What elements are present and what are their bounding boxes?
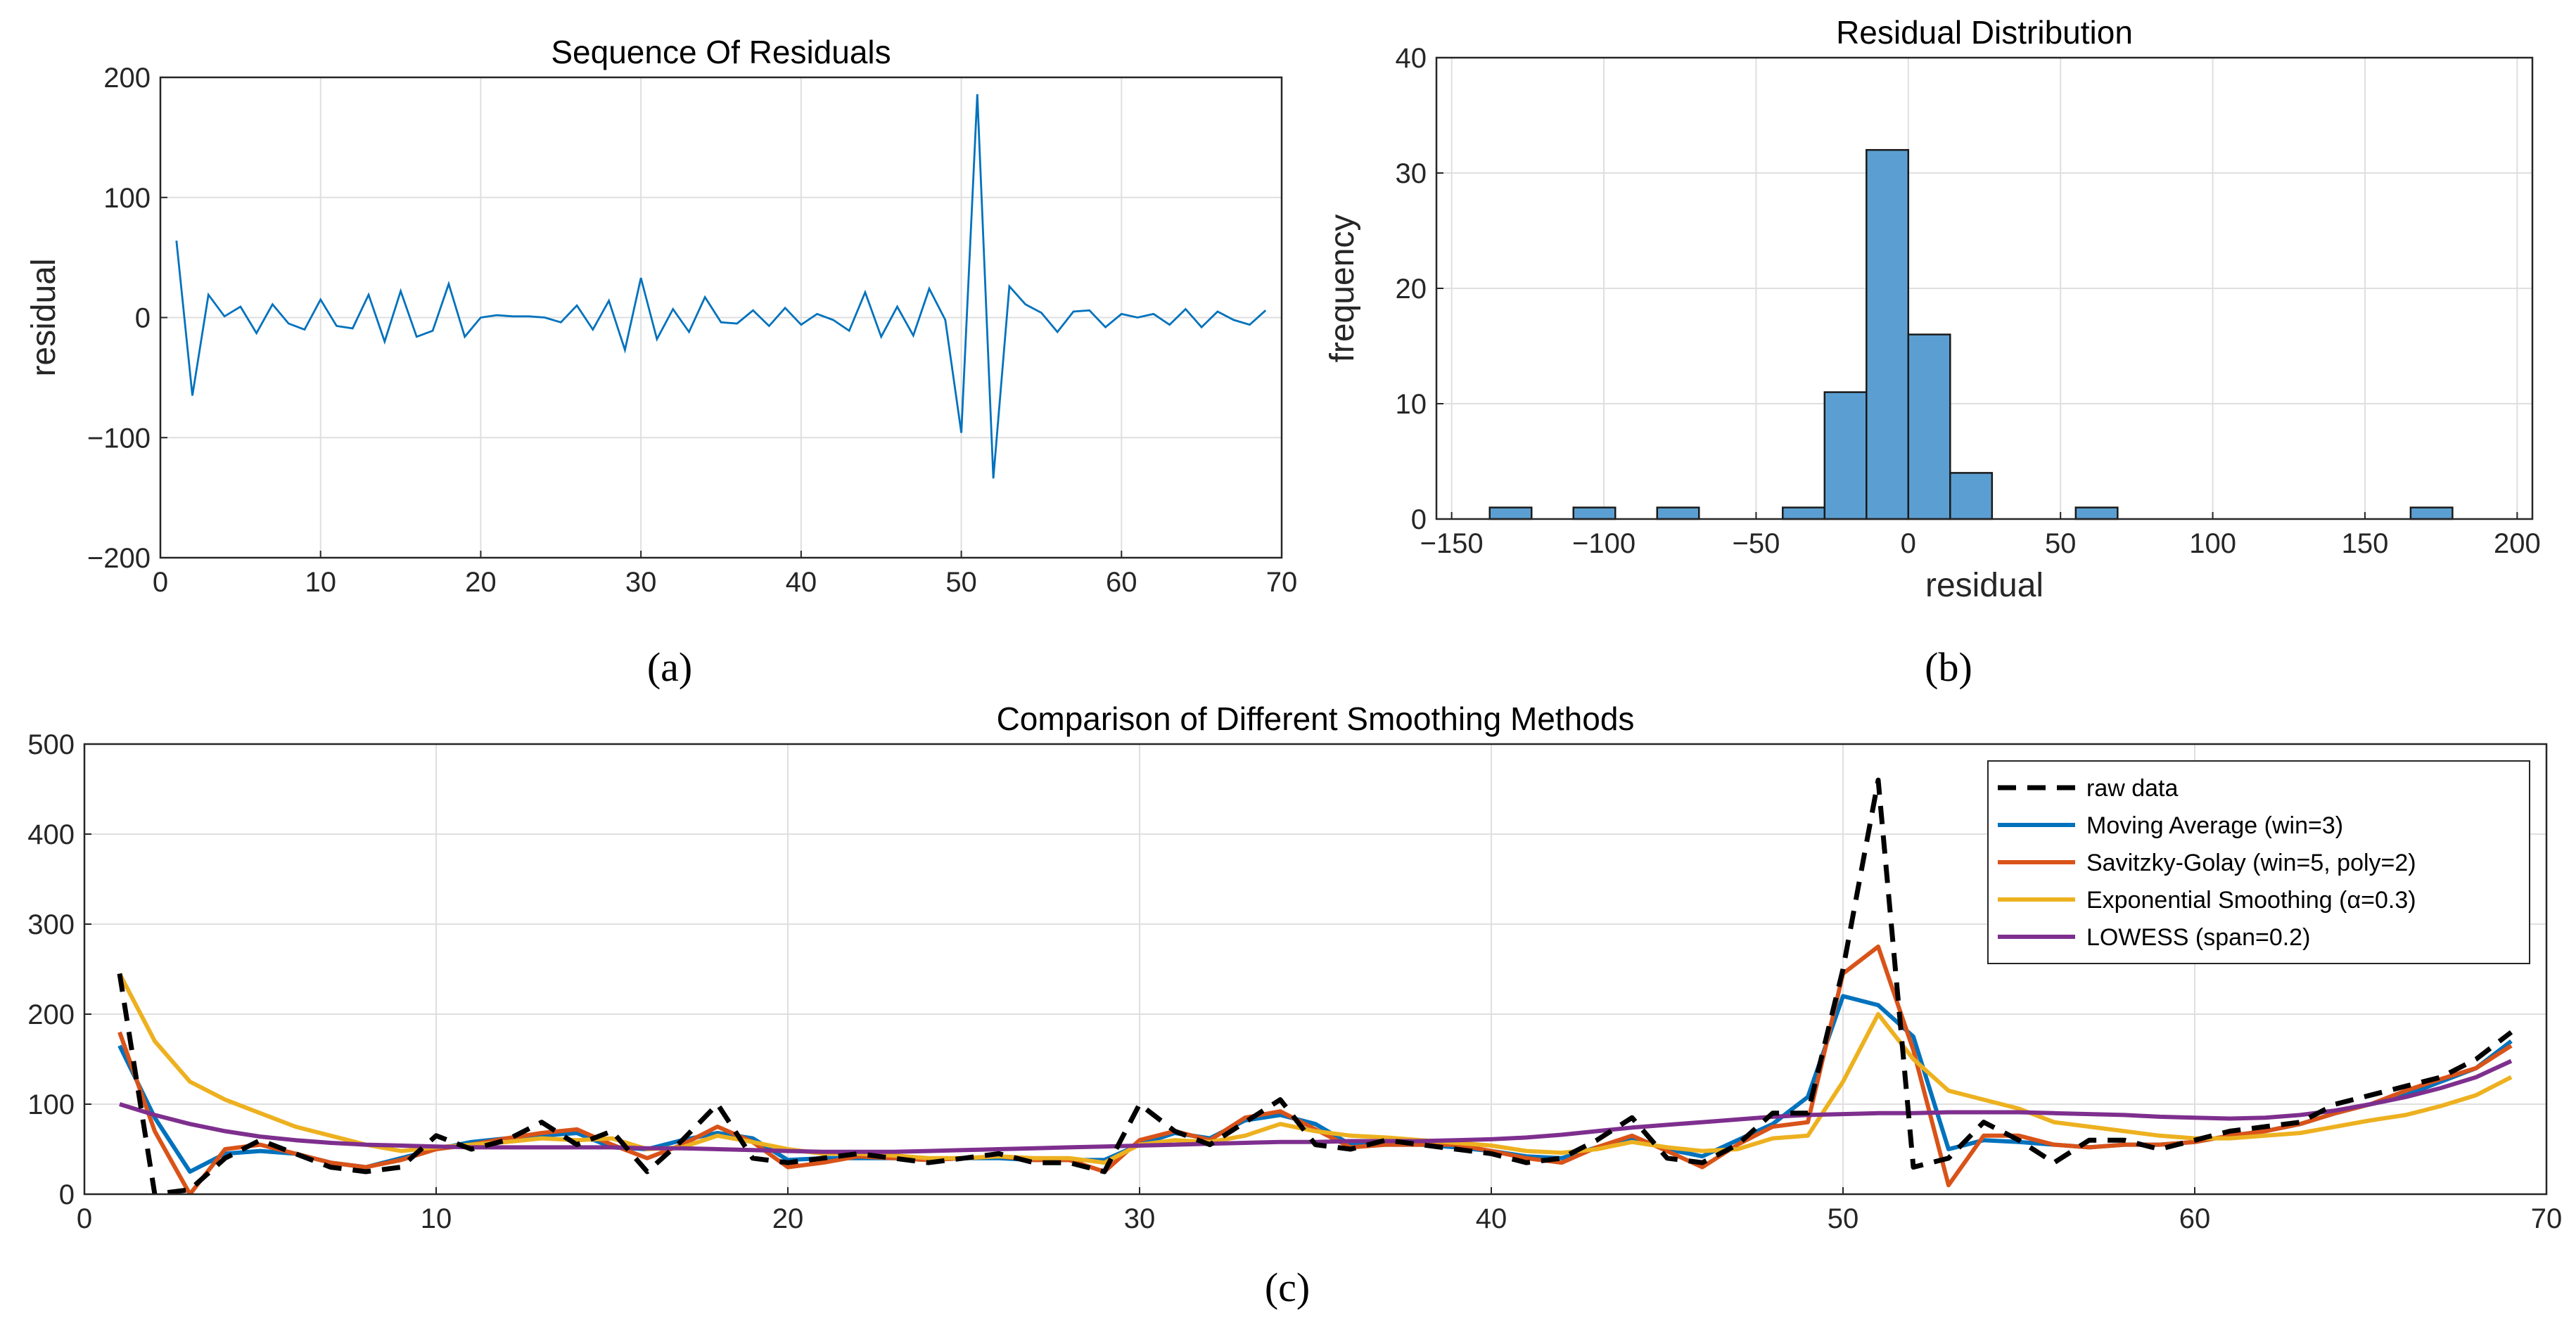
x-tick-label: 20	[772, 1203, 804, 1234]
x-tick-label: 70	[2531, 1203, 2563, 1234]
histogram-bar	[1572, 506, 1617, 520]
x-tick-label: 50	[945, 567, 977, 598]
legend-entry: LOWESS (span=0.2)	[2086, 924, 2310, 951]
y-tick-label: 400	[27, 819, 75, 850]
y-tick-label: 500	[27, 729, 75, 760]
histogram-bar	[1949, 472, 1994, 520]
axes-frame	[83, 743, 2548, 1196]
chart-title: Residual Distribution	[1836, 14, 2133, 51]
chart-title: Comparison of Different Smoothing Method…	[997, 700, 1635, 737]
x-tick-label: 30	[1124, 1203, 1156, 1234]
x-tick-label: 60	[2179, 1203, 2211, 1234]
y-tick-label: 40	[1396, 43, 1427, 74]
panel-label-b: (b)	[1925, 644, 1972, 690]
x-tick-label: 0	[153, 567, 168, 598]
histogram-bar	[1907, 333, 1951, 520]
y-axis-label: residual	[25, 258, 63, 376]
x-tick-label: 30	[625, 567, 657, 598]
x-tick-label: 20	[465, 567, 497, 598]
panel-label-a: (a)	[647, 644, 692, 690]
x-tick-label: 40	[1476, 1203, 1507, 1234]
histogram-bar	[1488, 506, 1533, 520]
y-tick-label: 200	[27, 999, 75, 1030]
x-tick-label: 60	[1106, 567, 1137, 598]
x-tick-label: 0	[1901, 528, 1916, 559]
chart-a-sequence-of-residuals: 0 10 20 30 40 50 60 70 −200 −100 0 100 200 Sequence O…	[25, 34, 1297, 598]
y-tick-label: 100	[103, 183, 151, 214]
x-tick-label: 50	[2045, 528, 2077, 559]
legend-entry: raw data	[2086, 775, 2178, 802]
legend-entry: Exponential Smoothing (α=0.3)	[2086, 887, 2416, 914]
histogram-bar	[1782, 506, 1826, 520]
legend-entry: Moving Average (win=3)	[2086, 812, 2343, 839]
x-tick-label: 10	[421, 1203, 452, 1234]
y-tick-label: −200	[87, 543, 151, 574]
y-tick-label: 200	[103, 63, 151, 94]
legend-entry: Savitzky-Golay (win=5, poly=2)	[2086, 850, 2416, 876]
x-tick-label: −100	[1572, 528, 1635, 559]
x-tick-label: 200	[2494, 528, 2541, 559]
axes-frame	[1435, 56, 2534, 520]
y-tick-label: 10	[1396, 389, 1427, 420]
histogram-bar	[1656, 506, 1700, 520]
legend: raw data Moving Average (win=3) Savitzky-G…	[1987, 760, 2530, 964]
y-tick-label: 20	[1396, 274, 1427, 305]
series-line-3	[117, 973, 2513, 1165]
histogram-bar	[1866, 148, 1910, 520]
x-tick-label: 150	[2342, 528, 2389, 559]
panel-label-c: (c)	[1265, 1265, 1310, 1310]
axes-frame	[159, 76, 1283, 559]
histogram-bar	[1823, 391, 1868, 520]
x-tick-label: 40	[786, 567, 817, 598]
histogram-bar	[2409, 506, 2454, 520]
y-tick-label: −100	[87, 423, 151, 454]
y-tick-label: 300	[27, 909, 75, 940]
x-tick-label: 10	[305, 567, 336, 598]
x-tick-label: 0	[77, 1203, 92, 1234]
y-tick-label: 0	[1411, 504, 1427, 535]
chart-c-smoothing-comparison: 0 10 20 30 40 50 60 70 0 100 200 300 400 500 Compariso…	[27, 700, 2562, 1234]
x-tick-label: 70	[1266, 567, 1298, 598]
y-axis-label: frequency	[1324, 215, 1361, 363]
histogram-bar	[2074, 506, 2119, 520]
chart-title: Sequence Of Residuals	[551, 34, 891, 70]
legend-box	[1987, 760, 2530, 964]
chart-b-residual-distribution: −150 −100 −50 0 50 100 150 200 0 10 20 30 40 Residual…	[1324, 14, 2541, 604]
x-axis-label: residual	[1925, 567, 2043, 604]
series-line-residual	[175, 94, 1267, 479]
y-tick-label: 100	[27, 1089, 75, 1120]
y-tick-label: 0	[59, 1179, 75, 1210]
x-tick-label: −50	[1732, 528, 1780, 559]
series-line-0	[117, 777, 2513, 1194]
x-tick-label: −150	[1420, 528, 1484, 559]
x-tick-label: 50	[1828, 1203, 1859, 1234]
y-tick-label: 0	[135, 303, 151, 334]
x-tick-label: 100	[2189, 528, 2236, 559]
y-tick-label: 30	[1396, 158, 1427, 189]
